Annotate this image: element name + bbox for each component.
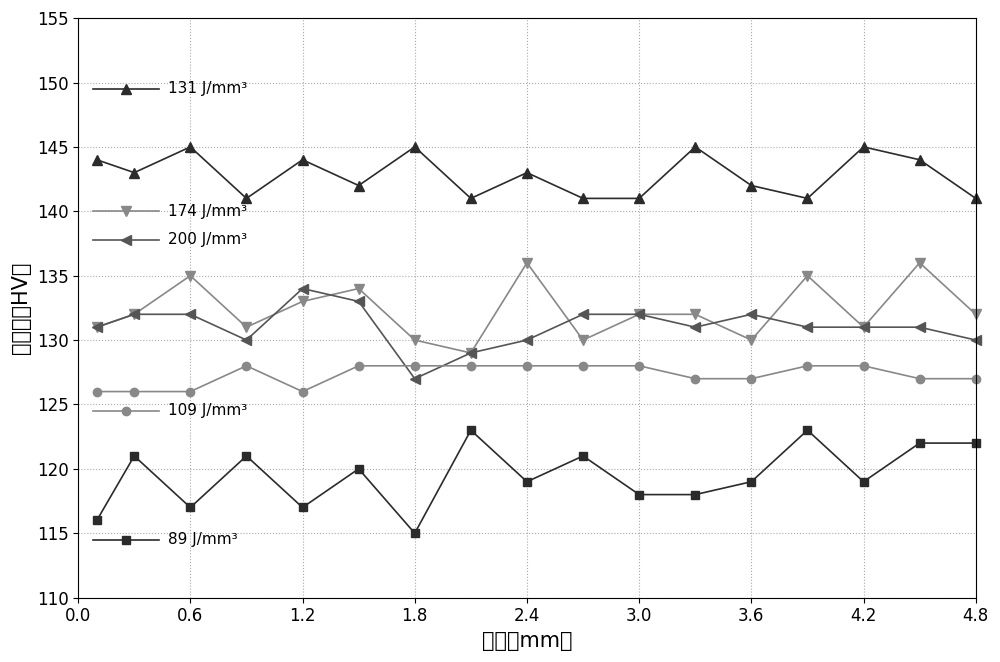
X-axis label: 间隔（mm）: 间隔（mm）	[482, 631, 572, 651]
Text: 174 J/mm³: 174 J/mm³	[168, 204, 247, 218]
Y-axis label: 微硬度（HV）: 微硬度（HV）	[11, 261, 31, 354]
Text: 131 J/mm³: 131 J/mm³	[168, 81, 247, 97]
Text: 89 J/mm³: 89 J/mm³	[168, 532, 238, 547]
Text: 109 J/mm³: 109 J/mm³	[168, 403, 247, 418]
Text: 200 J/mm³: 200 J/mm³	[168, 232, 247, 247]
